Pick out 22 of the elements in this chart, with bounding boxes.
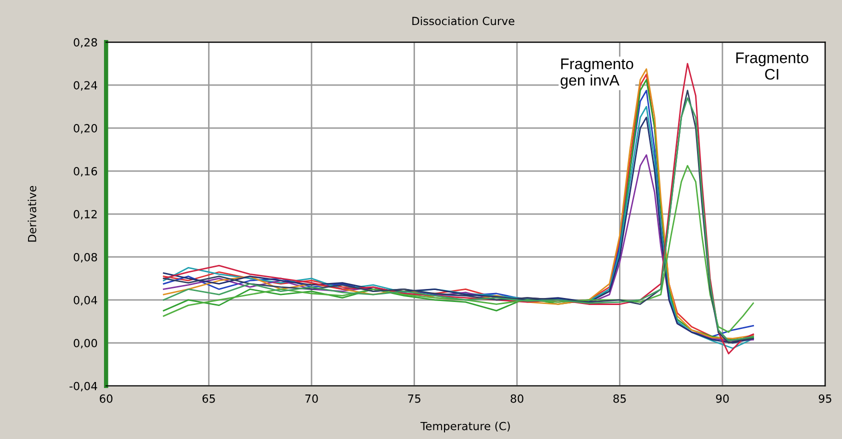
y-tick-label: 0,20: [74, 124, 98, 134]
x-axis-title: Temperature (C): [420, 422, 510, 432]
y-tick-label: 0,24: [74, 81, 98, 91]
chart-title: Dissociation Curve: [412, 16, 514, 26]
x-tick-label: 70: [305, 394, 318, 403]
annotation: Fragmento gen invA: [560, 58, 634, 89]
y-tick-label: -0,04: [70, 382, 98, 392]
y-tick-label: 0,08: [74, 252, 97, 262]
x-tick-label: 75: [408, 394, 420, 403]
y-tick-label: 0,28: [74, 38, 97, 48]
y-tick-label: 0,04: [74, 296, 98, 306]
x-tick-label: 60: [100, 394, 112, 403]
y-tick-label: 0,00: [74, 338, 98, 348]
x-tick-label: 65: [202, 394, 215, 403]
y-tick-label: 0,12: [74, 210, 97, 220]
annotation: Fragmento CI: [736, 52, 808, 80]
y-tick-label: 0,16: [74, 167, 98, 177]
y-axis-title: Derivative: [28, 186, 36, 242]
x-tick-label: 85: [613, 394, 626, 403]
x-tick-label: 80: [510, 394, 524, 403]
x-tick-label: 95: [818, 394, 832, 403]
x-tick-label: 90: [716, 394, 729, 403]
